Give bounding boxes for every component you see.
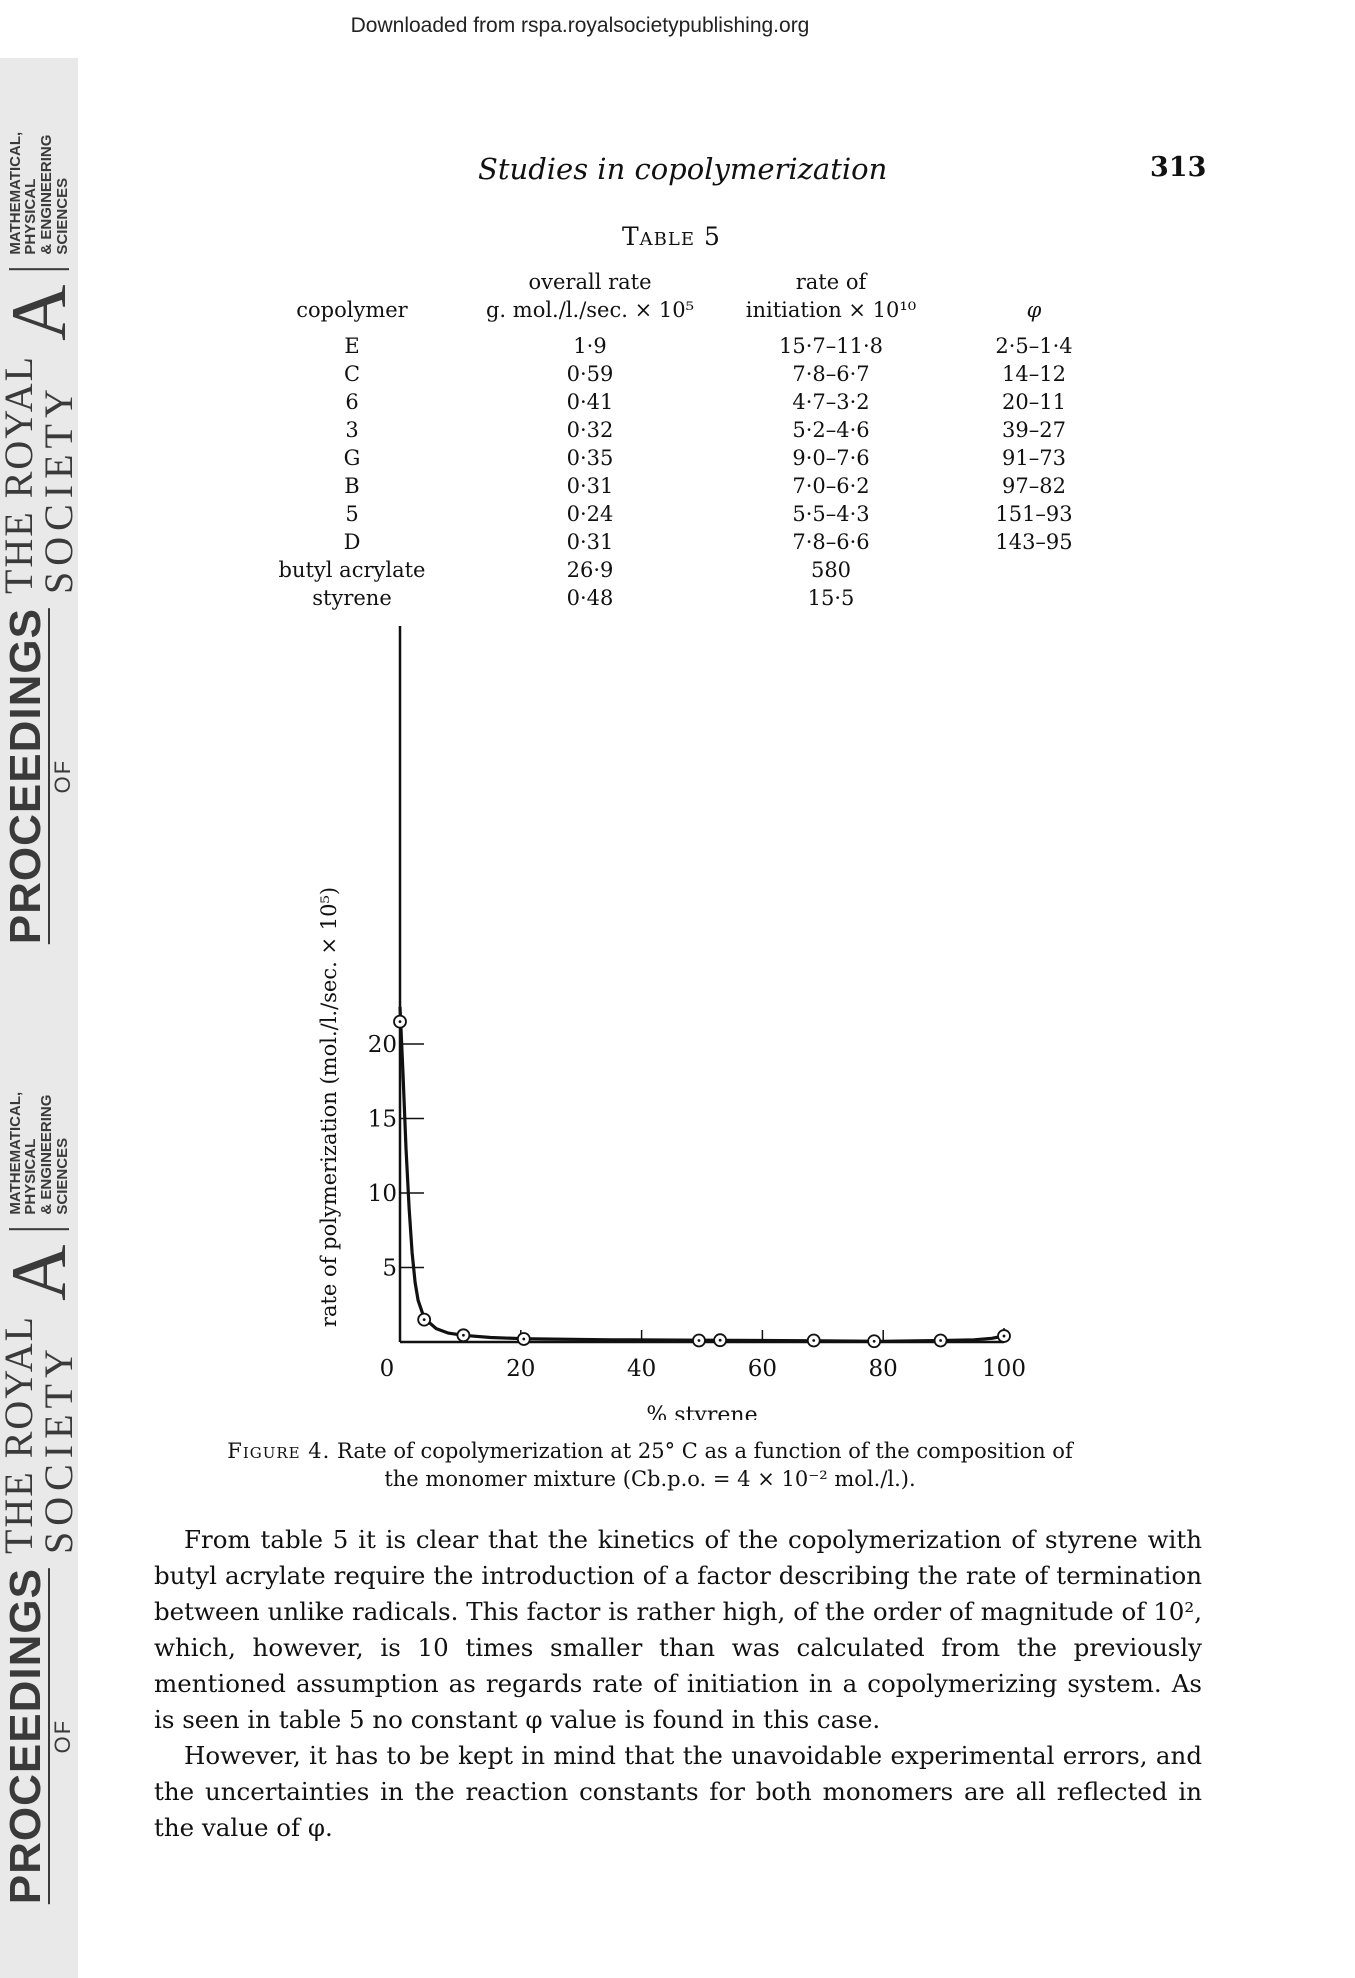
x-tick-label: 60 <box>748 1356 777 1382</box>
header-overall-rate-1: overall rate <box>528 270 652 294</box>
cell-overall-rate: 0·41 <box>566 390 614 414</box>
sidebar-of: OF <box>48 608 75 945</box>
sidebar-divider <box>9 1228 69 1231</box>
figure-caption: Figure 4. Rate of copolymerization at 25… <box>150 1437 1150 1494</box>
sidebar-subject: MATHEMATICAL, PHYSICAL & ENGINEERING SCI… <box>6 1091 71 1215</box>
cell-phi: 2·5–1·4 <box>995 334 1073 358</box>
data-point-center <box>422 1318 426 1322</box>
paragraph-2: However, it has to be kept in mind that … <box>154 1741 1202 1842</box>
cell-rate-initiation: 15·5 <box>807 586 855 610</box>
x-tick-label: 40 <box>627 1356 656 1382</box>
y-axis-label: rate of polymerization (mol./l./sec. × 1… <box>317 887 341 1327</box>
y-tick-label: 10 <box>368 1181 397 1207</box>
cell-overall-rate: 26·9 <box>566 558 614 582</box>
sidebar-society: SOCIETY <box>36 383 81 595</box>
y-tick-label: 20 <box>368 1032 397 1058</box>
data-point-center <box>697 1339 701 1342</box>
y-tick-label: 15 <box>368 1107 397 1133</box>
x-axis-label: % styrene <box>646 1403 757 1420</box>
cell-phi: 143–95 <box>995 530 1073 554</box>
cell-phi: 14–12 <box>1002 362 1066 386</box>
cell-copolymer: G <box>343 446 361 470</box>
journal-sidebar: PROCEEDINGS OF THE ROYAL SOCIETY A MATHE… <box>0 58 82 1978</box>
cell-copolymer: 3 <box>345 418 359 442</box>
cell-overall-rate: 0·59 <box>566 362 614 386</box>
cell-phi: 151–93 <box>995 502 1073 526</box>
sidebar-proceedings: PROCEEDINGS <box>1 608 50 945</box>
data-point-center <box>522 1337 526 1341</box>
cell-rate-initiation: 580 <box>810 558 852 582</box>
cell-copolymer: C <box>343 362 361 386</box>
cell-overall-rate: 0·31 <box>566 474 614 498</box>
data-point-center <box>939 1339 942 1342</box>
sidebar-subject: MATHEMATICAL, PHYSICAL & ENGINEERING SCI… <box>6 131 71 255</box>
header-rate-init-1: rate of <box>795 270 867 294</box>
cell-overall-rate: 0·24 <box>566 502 614 526</box>
sidebar-letter-a: A <box>0 284 82 341</box>
sidebar-block-top: PROCEEDINGS OF THE ROYAL SOCIETY A MATHE… <box>0 58 82 1018</box>
x-tick-label: 0 <box>380 1356 395 1382</box>
cell-overall-rate: 1·9 <box>573 334 607 358</box>
header-phi: φ <box>1026 298 1042 322</box>
cell-overall-rate: 0·48 <box>566 586 614 610</box>
cell-overall-rate: 0·31 <box>566 530 614 554</box>
cell-copolymer: B <box>344 474 360 498</box>
cell-overall-rate: 0·32 <box>566 418 614 442</box>
body-text: From table 5 it is clear that the kineti… <box>154 1522 1202 1846</box>
sidebar-of: OF <box>48 1568 75 1905</box>
y-tick-label: 5 <box>382 1256 397 1282</box>
cell-phi: 39–27 <box>1002 418 1066 442</box>
cell-rate-initiation: 7·8–6·6 <box>792 530 870 554</box>
figure-label: Figure 4. <box>227 1439 331 1463</box>
data-point-center <box>462 1333 465 1337</box>
data-point-center <box>398 1020 402 1024</box>
cell-copolymer: 6 <box>345 390 359 414</box>
page-number: 313 <box>1150 152 1207 183</box>
cell-copolymer: 5 <box>345 502 359 526</box>
sidebar-divider <box>9 268 69 271</box>
rate-curve <box>398 1006 1005 1343</box>
cell-phi: 20–11 <box>1002 390 1066 414</box>
sidebar-block-bottom: PROCEEDINGS OF THE ROYAL SOCIETY A MATHE… <box>0 1018 82 1978</box>
cell-copolymer: D <box>343 530 361 554</box>
running-title: Studies in copolymerization <box>478 152 888 186</box>
data-point-center <box>1002 1334 1006 1338</box>
header-rate-init-2: initiation × 10¹⁰ <box>745 298 917 322</box>
data-point-center <box>718 1338 722 1342</box>
cell-phi: 97–82 <box>1002 474 1066 498</box>
cell-rate-initiation: 5·2–4·6 <box>792 418 870 442</box>
figure-caption-line2: the monomer mixture (Cb.p.o. = 4 × 10⁻² … <box>384 1467 916 1492</box>
cell-phi: 91–73 <box>1002 446 1066 470</box>
cell-rate-initiation: 4·7–3·2 <box>792 390 870 414</box>
sidebar-the-royal: THE ROYAL <box>0 1314 41 1555</box>
cell-overall-rate: 0·35 <box>566 446 614 470</box>
cell-rate-initiation: 5·5–4·3 <box>792 502 870 526</box>
sidebar-letter-a: A <box>0 1244 82 1301</box>
download-banner[interactable]: Downloaded from rspa.royalsocietypublish… <box>350 14 810 37</box>
cell-copolymer: butyl acrylate <box>278 558 426 582</box>
paragraph-1: From table 5 it is clear that the kineti… <box>154 1525 1202 1734</box>
x-tick-label: 80 <box>869 1356 898 1382</box>
sidebar-the-royal: THE ROYAL <box>0 354 41 595</box>
cell-rate-initiation: 7·0–6·2 <box>792 474 870 498</box>
data-point-center <box>872 1339 876 1343</box>
cell-rate-initiation: 7·8–6·7 <box>792 362 870 386</box>
data-point-center <box>812 1339 816 1342</box>
header-copolymer: copolymer <box>296 298 408 322</box>
cell-rate-initiation: 9·0–7·6 <box>792 446 870 470</box>
x-tick-label: 20 <box>506 1356 535 1382</box>
header-overall-rate-2: g. mol./l./sec. × 10⁵ <box>485 298 695 322</box>
x-tick-label: 100 <box>982 1356 1026 1382</box>
cell-copolymer: E <box>344 334 360 358</box>
cell-copolymer: styrene <box>312 586 392 610</box>
sidebar-proceedings: PROCEEDINGS <box>1 1568 50 1905</box>
cell-rate-initiation: 15·7–11·8 <box>778 334 884 358</box>
figure-caption-line1: Rate of copolymerization at 25° C as a f… <box>337 1439 1073 1463</box>
table-caption: Table 5 <box>622 222 721 251</box>
sidebar-society: SOCIETY <box>36 1343 81 1555</box>
rate-vs-styrene-chart: 0 20 40 60 80 100 5 10 15 20 % styrene rate of poly… <box>317 626 1026 1420</box>
